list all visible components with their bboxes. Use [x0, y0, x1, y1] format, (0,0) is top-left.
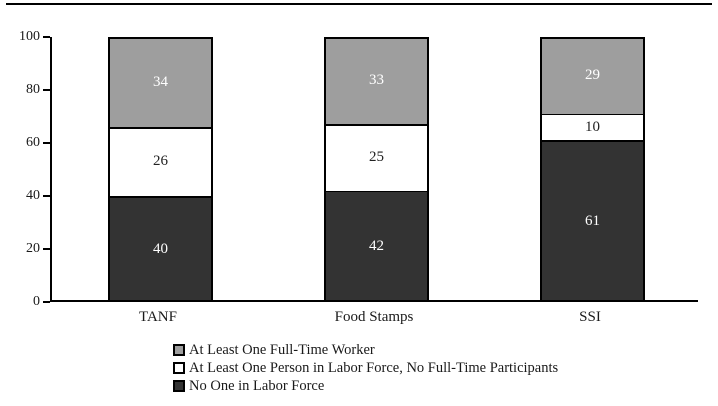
bar-segment-divider — [324, 122, 429, 126]
legend-item: At Least One Person in Labor Force, No F… — [173, 359, 558, 377]
y-axis-tick-label: 80 — [26, 82, 40, 97]
y-axis-tick-mark — [43, 248, 50, 250]
bar-value-label: 61 — [585, 212, 600, 229]
top-rule-line — [6, 3, 712, 5]
bar-value-label: 33 — [369, 72, 384, 89]
y-axis-tick-mark — [43, 89, 50, 91]
bar-value-label: 42 — [369, 237, 384, 254]
bar-segment-divider — [324, 189, 429, 193]
bar-segment: 34 — [108, 37, 213, 128]
y-axis-tick-label: 60 — [26, 135, 40, 150]
bar-segment: 61 — [540, 140, 645, 302]
y-axis-tick-label: 20 — [26, 241, 40, 256]
legend-swatch — [173, 362, 185, 374]
bar-segment-divider — [540, 138, 645, 142]
x-axis-category-label: TANF — [139, 309, 177, 325]
bar-value-label: 26 — [153, 153, 168, 170]
bar-segment: 40 — [108, 196, 213, 302]
bar-segment: 42 — [324, 190, 429, 302]
legend-item: At Least One Full-Time Worker — [173, 341, 558, 359]
legend-label: At Least One Full-Time Worker — [189, 341, 375, 358]
legend: At Least One Full-Time Worker At Least On… — [173, 341, 558, 395]
legend-swatch — [173, 380, 185, 392]
bar-segment-divider — [108, 125, 213, 129]
bar-segment-divider — [108, 194, 213, 198]
bar-value-label: 34 — [153, 73, 168, 90]
bar-value-label: 29 — [585, 66, 600, 83]
legend-label: No One in Labor Force — [189, 377, 325, 394]
y-axis-tick-mark — [43, 301, 50, 303]
bar-segment: 10 — [540, 113, 645, 141]
y-axis-tick-label: 100 — [19, 29, 40, 44]
y-axis-tick-mark — [43, 36, 50, 38]
bar-segment: 26 — [108, 127, 213, 196]
legend-label: At Least One Person in Labor Force, No F… — [189, 359, 559, 376]
bar-segment: 33 — [324, 37, 429, 125]
bar-value-label: 25 — [369, 149, 384, 166]
x-axis-category-label: SSI — [579, 309, 601, 325]
bar-segment: 25 — [324, 124, 429, 191]
y-axis-tick-label: 40 — [26, 188, 40, 203]
legend-swatch — [173, 344, 185, 356]
legend-item: No One in Labor Force — [173, 377, 558, 395]
bar-segment-divider — [540, 112, 645, 116]
y-axis-tick-mark — [43, 195, 50, 197]
bar-value-label: 10 — [585, 118, 600, 135]
y-axis-tick-mark — [43, 142, 50, 144]
plot-area: 40 26 34 42 25 33 61 10 29 — [50, 37, 698, 302]
x-axis-category-label: Food Stamps — [334, 309, 414, 325]
bar-segment: 29 — [540, 37, 645, 114]
bar-value-label: 40 — [153, 240, 168, 257]
y-axis-tick-label: 0 — [33, 294, 40, 309]
